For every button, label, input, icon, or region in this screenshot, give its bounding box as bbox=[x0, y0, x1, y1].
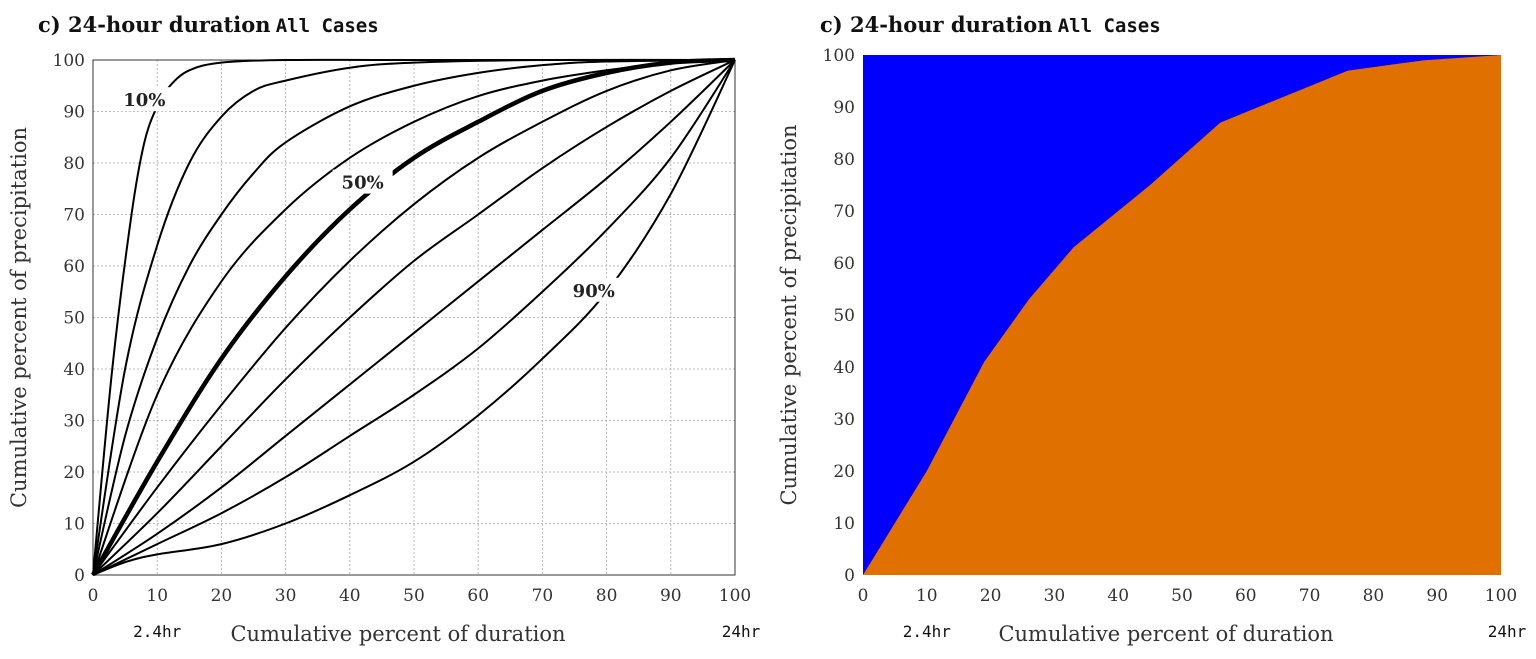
chart-title: c) 24-hour duration All Cases bbox=[38, 12, 379, 38]
hour-label: 2.4hr bbox=[133, 622, 182, 641]
annotation-background bbox=[114, 87, 175, 112]
x-tick-label: 40 bbox=[339, 586, 361, 606]
annotation-label: 90% bbox=[573, 281, 615, 302]
y-tick-label: 100 bbox=[823, 46, 855, 66]
y-tick-label: 20 bbox=[833, 462, 855, 482]
x-tick-label: 100 bbox=[1485, 586, 1517, 606]
y-tick-label: 20 bbox=[63, 463, 85, 483]
x-tick-label: 80 bbox=[596, 586, 618, 606]
y-tick-label: 40 bbox=[63, 360, 85, 380]
x-tick-label: 70 bbox=[1299, 586, 1321, 606]
y-tick-label: 30 bbox=[63, 412, 85, 432]
y-tick-label: 70 bbox=[833, 202, 855, 222]
line-chart-svg: 0 10 20 30 40 50 60 70 80 90 100 0 10 20 30 40 50 60 70 80 9… bbox=[7, 51, 761, 646]
y-tick-label: 0 bbox=[844, 566, 855, 586]
y-tick-label: 80 bbox=[63, 154, 85, 174]
annotation-label: 50% bbox=[342, 173, 384, 194]
title-text: c) 24-hour duration bbox=[38, 12, 271, 37]
x-tick-label: 30 bbox=[275, 586, 297, 606]
y-axis-label: Cumulative percent of precipitation bbox=[777, 124, 801, 505]
x-tick-label: 80 bbox=[1363, 586, 1385, 606]
x-tick-label: 60 bbox=[1235, 586, 1257, 606]
annotation-background bbox=[332, 169, 393, 194]
chart-title: c) 24-hour duration All Cases bbox=[820, 12, 1161, 38]
x-tick-label: 20 bbox=[211, 586, 233, 606]
y-tick-label: 90 bbox=[63, 103, 85, 123]
y-tick-label: 60 bbox=[63, 257, 85, 277]
series-line bbox=[92, 59, 736, 576]
y-tick-label: 50 bbox=[63, 309, 85, 329]
chart-panel-right: c) 24-hour duration All Cases 0 10 20 30 40 5… bbox=[768, 0, 1536, 659]
y-tick-label: 100 bbox=[53, 51, 85, 71]
series-line bbox=[92, 58, 735, 576]
x-tick-label: 20 bbox=[980, 586, 1002, 606]
area-chart-svg: 0 10 20 30 40 50 60 70 80 90 100 0 10 20 30 40 50 60 70 80 9… bbox=[777, 46, 1527, 646]
x-tick-label: 0 bbox=[858, 586, 869, 606]
x-axis-label: Cumulative percent of duration bbox=[230, 622, 565, 646]
x-tick-label: 90 bbox=[1426, 586, 1448, 606]
series-line bbox=[92, 59, 736, 576]
y-tick-label: 10 bbox=[63, 515, 85, 535]
hour-label: 24hr bbox=[1488, 622, 1527, 641]
area-below bbox=[863, 55, 1501, 575]
x-tick-label: 100 bbox=[719, 586, 751, 606]
series-line bbox=[92, 59, 736, 576]
chart-panel-left: c) 24-hour duration All Cases 0 10 20 30 40 5… bbox=[7, 12, 761, 646]
x-tick-label: 10 bbox=[146, 586, 168, 606]
y-axis-label: Cumulative percent of precipitation bbox=[7, 127, 31, 508]
x-tick-label: 40 bbox=[1107, 586, 1129, 606]
title-text: c) 24-hour duration bbox=[820, 12, 1053, 37]
y-tick-label: 90 bbox=[833, 98, 855, 118]
x-tick-label: 60 bbox=[467, 586, 489, 606]
hour-label: 24hr bbox=[722, 622, 761, 641]
series-line bbox=[92, 59, 736, 576]
title-suffix: All Cases bbox=[1057, 15, 1161, 37]
y-tick-label: 60 bbox=[833, 254, 855, 274]
y-tick-label: 10 bbox=[833, 514, 855, 534]
x-tick-label: 70 bbox=[532, 586, 554, 606]
y-tick-label: 0 bbox=[74, 566, 85, 586]
y-tick-label: 70 bbox=[63, 206, 85, 226]
x-tick-label: 50 bbox=[403, 586, 425, 606]
series-line bbox=[92, 59, 736, 576]
y-tick-label: 80 bbox=[833, 150, 855, 170]
title-suffix: All Cases bbox=[275, 15, 379, 37]
x-tick-label: 30 bbox=[1044, 586, 1066, 606]
y-tick-label: 30 bbox=[833, 410, 855, 430]
series-line bbox=[92, 58, 736, 576]
hour-label: 2.4hr bbox=[903, 622, 952, 641]
x-tick-label: 0 bbox=[88, 586, 99, 606]
y-tick-label: 40 bbox=[833, 358, 855, 378]
x-tick-label: 10 bbox=[916, 586, 938, 606]
x-tick-label: 90 bbox=[660, 586, 682, 606]
x-tick-label: 50 bbox=[1171, 586, 1193, 606]
annotation-background bbox=[563, 277, 624, 302]
y-tick-label: 50 bbox=[833, 306, 855, 326]
annotation-label: 10% bbox=[123, 90, 165, 111]
x-axis-label: Cumulative percent of duration bbox=[998, 622, 1333, 646]
series-line bbox=[92, 59, 736, 576]
